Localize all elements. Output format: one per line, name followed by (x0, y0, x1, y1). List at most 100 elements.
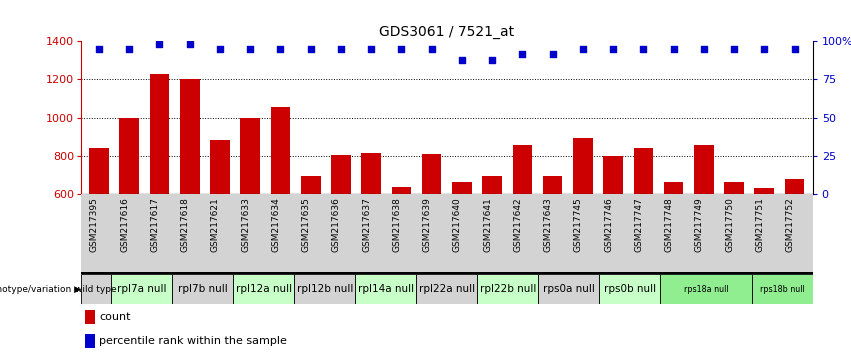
Text: GSM217639: GSM217639 (423, 198, 431, 252)
Point (395, 46, 408, 52)
Text: GSM217633: GSM217633 (241, 198, 250, 252)
Point (757, 46, 771, 52)
Text: rps0a null: rps0a null (543, 284, 595, 295)
Point (667, 46, 681, 52)
Point (606, 46, 620, 52)
Bar (538, 274, 599, 304)
Bar (210, 140, 230, 308)
Text: GSM217745: GSM217745 (574, 198, 583, 252)
Text: GSM217618: GSM217618 (180, 198, 190, 252)
Bar (483, 176, 502, 308)
Text: rpl7b null: rpl7b null (178, 284, 228, 295)
Bar (573, 138, 592, 308)
Text: GSM217642: GSM217642 (513, 198, 523, 252)
Text: GSM217748: GSM217748 (665, 198, 674, 252)
Text: rpl22a null: rpl22a null (419, 284, 475, 295)
Text: GSM217635: GSM217635 (302, 198, 311, 252)
Bar (355, 274, 416, 304)
Bar (664, 182, 683, 308)
Point (123, 46, 136, 52)
Point (334, 46, 348, 52)
Bar (422, 154, 442, 308)
Bar (416, 274, 477, 304)
Text: rps18a null: rps18a null (683, 285, 728, 294)
Bar (119, 118, 139, 308)
Text: GSM217747: GSM217747 (634, 198, 643, 252)
Bar (150, 74, 169, 308)
Text: GSM217641: GSM217641 (483, 198, 492, 252)
Point (788, 46, 802, 52)
Point (516, 51, 529, 56)
Point (485, 57, 499, 63)
Point (545, 51, 559, 56)
Point (92, 46, 106, 52)
Bar (785, 179, 804, 308)
Bar (751, 274, 813, 304)
Bar (85, 310, 95, 324)
Text: GSM217751: GSM217751 (756, 198, 764, 252)
Point (243, 46, 257, 52)
Bar (294, 274, 355, 304)
Text: rpl7a null: rpl7a null (117, 284, 167, 295)
Text: GSM217636: GSM217636 (332, 198, 341, 252)
Point (152, 42, 166, 47)
Bar (724, 182, 744, 308)
Point (576, 46, 590, 52)
Text: rpl12b null: rpl12b null (297, 284, 353, 295)
Bar (111, 274, 172, 304)
Point (697, 46, 711, 52)
Point (364, 46, 378, 52)
Text: GSM217638: GSM217638 (392, 198, 402, 252)
Text: rpl14a null: rpl14a null (357, 284, 414, 295)
Point (425, 46, 438, 52)
Text: genotype/variation ▶: genotype/variation ▶ (0, 285, 81, 294)
Bar (512, 145, 532, 308)
Text: GSM217616: GSM217616 (120, 198, 129, 252)
Bar (331, 155, 351, 308)
Bar (240, 118, 260, 308)
Bar (633, 148, 654, 308)
Text: wild type: wild type (75, 285, 117, 294)
Title: GDS3061 / 7521_at: GDS3061 / 7521_at (380, 25, 514, 39)
Text: rpl22b null: rpl22b null (480, 284, 536, 295)
Text: rps18b null: rps18b null (760, 285, 804, 294)
Text: rps0b null: rps0b null (603, 284, 656, 295)
Text: GSM217750: GSM217750 (725, 198, 734, 252)
Bar (452, 182, 471, 308)
Text: GSM217746: GSM217746 (604, 198, 613, 252)
Text: GSM217643: GSM217643 (544, 198, 552, 252)
Text: GSM217621: GSM217621 (211, 198, 220, 252)
Point (728, 46, 741, 52)
Text: percentile rank within the sample: percentile rank within the sample (99, 336, 287, 346)
Text: rpl12a null: rpl12a null (236, 284, 292, 295)
Bar (477, 274, 538, 304)
Point (183, 42, 197, 47)
Bar (599, 274, 660, 304)
Text: GSM217752: GSM217752 (785, 198, 795, 252)
Point (274, 46, 288, 52)
Bar (362, 153, 381, 308)
Bar (391, 187, 411, 308)
Text: GSM217640: GSM217640 (453, 198, 462, 252)
Bar (271, 107, 290, 308)
Bar (660, 274, 751, 304)
Bar (603, 155, 623, 308)
Bar (301, 176, 321, 308)
Bar (755, 188, 774, 308)
Bar (180, 80, 199, 308)
Point (304, 46, 317, 52)
Point (213, 46, 226, 52)
Bar (172, 274, 233, 304)
Bar (89, 148, 109, 308)
Text: GSM217637: GSM217637 (363, 198, 371, 252)
Text: GSM217617: GSM217617 (151, 198, 159, 252)
Bar (694, 145, 714, 308)
Bar (233, 274, 294, 304)
Text: count: count (99, 312, 130, 322)
Text: GSM217395: GSM217395 (90, 198, 99, 252)
Bar (81, 274, 111, 304)
Bar (543, 176, 563, 308)
Text: GSM217634: GSM217634 (271, 198, 281, 252)
Text: GSM217749: GSM217749 (694, 198, 704, 252)
Bar (85, 334, 95, 348)
